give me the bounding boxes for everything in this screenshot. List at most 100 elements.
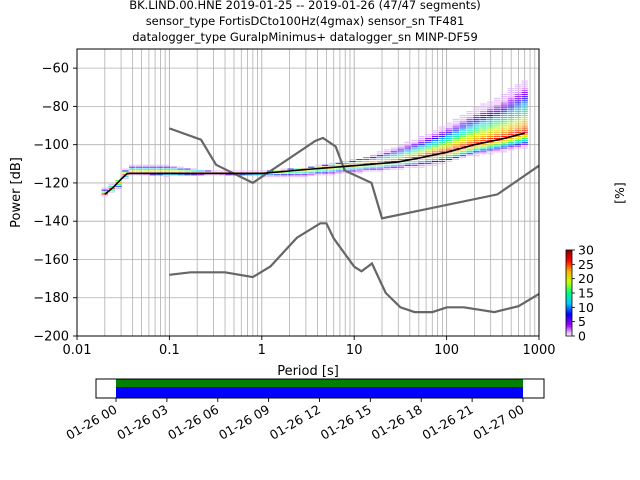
pdf-cell xyxy=(142,164,150,166)
pdf-cell xyxy=(466,143,473,145)
pdf-cell xyxy=(452,124,460,126)
pdf-cell xyxy=(480,128,487,130)
pdf-cell xyxy=(156,168,164,170)
pdf-cell xyxy=(507,101,515,103)
pdf-cell xyxy=(466,124,473,126)
pdf-cell xyxy=(514,86,522,88)
pdf-cell xyxy=(487,107,494,109)
pdf-cell xyxy=(177,170,184,172)
pdf-cell xyxy=(459,155,466,157)
pdf-cell xyxy=(500,120,508,122)
pdf-cell xyxy=(500,101,508,103)
colorbar-segment xyxy=(566,288,572,291)
pdf-cell xyxy=(101,195,109,197)
pdf-cell xyxy=(376,160,384,162)
pdf-cell xyxy=(170,174,177,176)
pdf-cell xyxy=(328,174,336,176)
pdf-cell xyxy=(459,139,466,141)
y-tick-label: −120 xyxy=(33,176,69,191)
pdf-cell xyxy=(328,162,336,164)
pdf-cell xyxy=(500,132,508,134)
pdf-cell xyxy=(149,164,157,166)
pdf-cell xyxy=(521,128,528,130)
pdf-cell xyxy=(452,130,460,132)
pdf-cell xyxy=(521,130,528,132)
pdf-cell xyxy=(521,147,528,149)
pdf-cell xyxy=(452,122,460,124)
pdf-cell xyxy=(521,99,528,101)
pdf-cell xyxy=(115,180,122,182)
pdf-cell xyxy=(487,115,494,117)
colorbar-tick-label: 15 xyxy=(578,286,594,301)
timeline-frame xyxy=(95,378,545,399)
pdf-cell xyxy=(280,176,288,178)
pdf-cell xyxy=(431,151,439,153)
pdf-cell xyxy=(301,176,308,178)
pdf-cell xyxy=(500,105,508,107)
pdf-cell xyxy=(452,134,460,136)
colorbar-segment xyxy=(566,250,572,252)
colorbar-segment xyxy=(566,287,572,290)
pdf-cell xyxy=(500,139,508,141)
pdf-cell xyxy=(184,170,191,172)
pdf-cell xyxy=(191,174,198,176)
coverage-bar-bottom xyxy=(116,386,523,398)
pdf-cell xyxy=(211,170,219,172)
pdf-cell xyxy=(218,174,226,176)
pdf-cell xyxy=(232,170,239,172)
pdf-cell xyxy=(507,147,515,149)
pdf-cell xyxy=(438,136,446,138)
pdf-cell xyxy=(445,147,453,149)
pdf-cell xyxy=(397,153,405,155)
coverage-bar-top xyxy=(116,379,523,387)
pdf-cell xyxy=(452,147,460,149)
colorbar-segment xyxy=(566,277,572,280)
pdf-cell xyxy=(163,176,171,178)
pdf-cell xyxy=(383,151,391,153)
pdf-cell xyxy=(431,159,439,161)
pdf-cell xyxy=(438,134,446,136)
colorbar-segment xyxy=(566,261,572,264)
pdf-cell xyxy=(507,118,515,120)
pdf-cell xyxy=(459,145,466,147)
y-axis-label: Power [dB] xyxy=(9,157,24,228)
pdf-cell xyxy=(163,164,171,166)
pdf-cell xyxy=(425,139,432,141)
colorbar-segment xyxy=(566,328,572,331)
pdf-cell xyxy=(459,151,466,153)
pdf-cell xyxy=(273,172,281,174)
colorbar-segment xyxy=(566,320,572,323)
pdf-cell xyxy=(487,101,494,103)
pdf-cell xyxy=(514,145,522,147)
pdf-cell xyxy=(480,134,487,136)
pdf-cell xyxy=(521,124,528,126)
pdf-cell xyxy=(438,132,446,134)
pdf-cell xyxy=(507,111,515,113)
pdf-cell xyxy=(507,105,515,107)
colorbar-segment xyxy=(566,310,572,313)
pdf-cell xyxy=(418,155,425,157)
pdf-cell xyxy=(321,174,329,176)
pdf-cell xyxy=(438,157,446,159)
pdf-cell xyxy=(397,166,405,168)
pdf-cell xyxy=(514,115,522,117)
pdf-cell xyxy=(404,157,411,159)
pdf-cell xyxy=(321,170,329,172)
pdf-cell xyxy=(197,174,205,176)
pdf-cell xyxy=(473,116,480,118)
pdf-cell xyxy=(280,174,288,176)
pdf-cell xyxy=(487,120,494,122)
pdf-cell xyxy=(452,136,460,138)
pdf-cell xyxy=(418,153,425,155)
pdf-cell xyxy=(425,159,432,161)
pdf-cell xyxy=(487,151,494,153)
pdf-cell xyxy=(493,107,501,109)
pdf-cell xyxy=(445,157,453,159)
y-tick-label: −80 xyxy=(42,100,69,115)
pdf-cell xyxy=(452,139,460,141)
pdf-cell xyxy=(411,149,418,151)
pdf-cell xyxy=(500,147,508,149)
pdf-cell xyxy=(507,116,515,118)
pdf-cell xyxy=(480,103,487,105)
